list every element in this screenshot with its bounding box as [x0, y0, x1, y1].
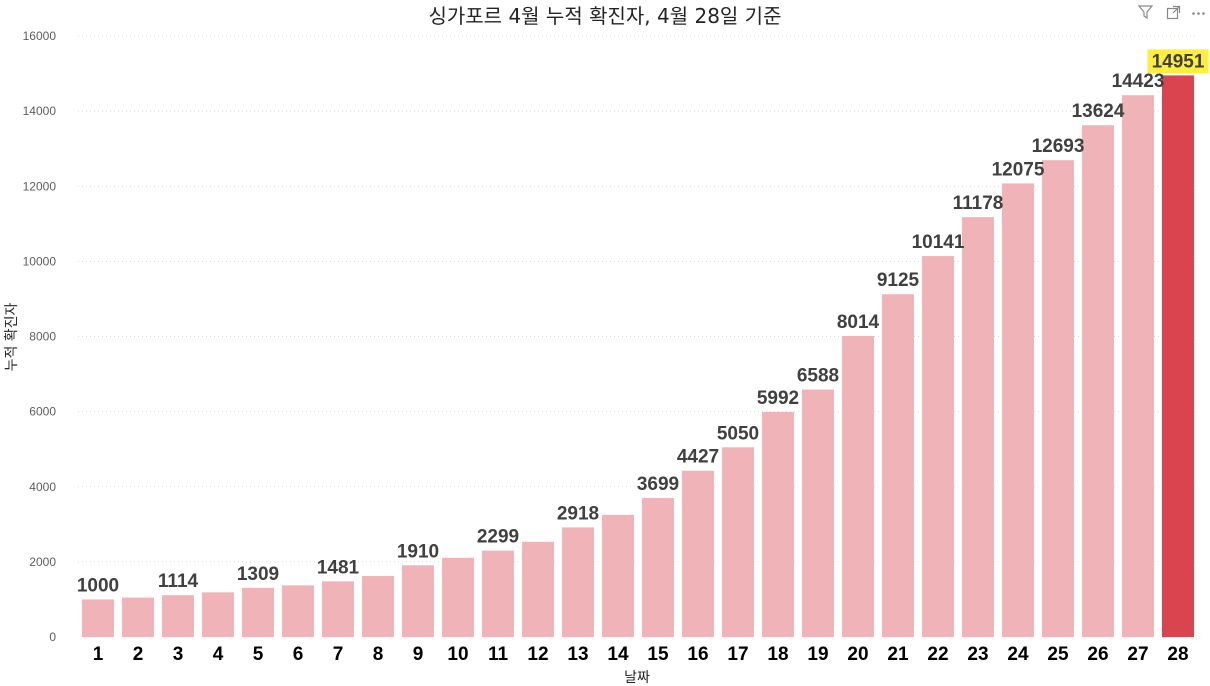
x-tick-label: 10	[447, 644, 468, 665]
gridlines	[78, 35, 1198, 563]
data-label: 6588	[797, 366, 839, 387]
x-axis-title: 날짜	[624, 670, 650, 686]
data-label: 3699	[637, 474, 679, 495]
more-options-icon[interactable]	[1192, 12, 1205, 15]
bar[interactable]	[962, 217, 994, 637]
y-tick-label: 6000	[29, 405, 56, 419]
bar[interactable]	[202, 592, 234, 637]
x-tick-label: 11	[488, 644, 509, 665]
x-tick-label: 28	[1167, 644, 1188, 665]
x-axis: 1 2 3 4 5 6 7 8 9 10 11 12 13 14 15 16 17 18 19 20 21 22 23 24 2…	[93, 644, 1189, 665]
bar[interactable]	[162, 595, 194, 637]
chart-title: 싱가포르 4월 누적 확진자, 4월 28일 기준	[428, 4, 781, 28]
x-tick-label: 6	[293, 644, 304, 665]
data-label: 2918	[557, 503, 599, 524]
x-tick-label: 18	[767, 644, 788, 665]
x-tick-label: 22	[927, 644, 948, 665]
y-tick-label: 4000	[29, 480, 56, 494]
x-tick-label: 21	[887, 644, 909, 665]
x-tick-label: 12	[527, 644, 548, 665]
y-tick-label: 12000	[23, 179, 57, 193]
x-tick-label: 1	[93, 644, 104, 665]
bar[interactable]	[882, 294, 914, 637]
x-tick-label: 19	[807, 644, 828, 665]
x-tick-label: 27	[1127, 644, 1148, 665]
data-label: 1309	[237, 564, 279, 585]
bar[interactable]	[562, 527, 594, 637]
bar[interactable]	[362, 576, 394, 637]
x-tick-label: 15	[647, 644, 669, 665]
y-axis: 0 2000 4000 6000 8000 10000 12000 14000 16000	[23, 29, 57, 644]
x-tick-label: 14	[607, 644, 629, 665]
x-tick-label: 20	[847, 644, 868, 665]
filter-icon[interactable]	[1137, 5, 1154, 20]
x-tick-label: 13	[567, 644, 588, 665]
data-label: 14423	[1112, 71, 1165, 92]
x-tick-label: 9	[413, 644, 424, 665]
bar[interactable]	[602, 514, 634, 637]
x-tick-label: 3	[173, 644, 184, 665]
data-label: 9125	[877, 270, 920, 291]
y-tick-label: 14000	[23, 104, 57, 118]
bar[interactable]	[82, 599, 114, 637]
focus-mode-icon[interactable]	[1166, 5, 1181, 20]
bar[interactable]	[842, 335, 874, 637]
data-label: 5050	[717, 423, 759, 444]
data-label: 1481	[317, 557, 360, 578]
x-tick-label: 5	[253, 644, 264, 665]
y-tick-label: 2000	[29, 555, 56, 569]
bar[interactable]	[802, 389, 834, 637]
data-label: 12693	[1032, 136, 1085, 157]
x-tick-label: 7	[333, 644, 344, 665]
bar[interactable]	[682, 470, 714, 637]
x-tick-label: 16	[687, 644, 708, 665]
bar[interactable]	[402, 565, 434, 637]
bar[interactable]	[322, 581, 354, 637]
data-label: 11178	[953, 193, 1004, 214]
x-tick-label: 25	[1047, 644, 1069, 665]
highlight-label-background	[1147, 49, 1209, 74]
data-label: 13624	[1072, 101, 1125, 122]
bar[interactable]	[642, 498, 674, 637]
x-tick-label: 23	[967, 644, 988, 665]
data-label: 4427	[677, 447, 719, 468]
bar[interactable]	[1122, 95, 1154, 638]
bar[interactable]	[762, 411, 794, 637]
bar[interactable]	[922, 256, 954, 637]
y-tick-label: 16000	[23, 29, 57, 43]
x-tick-label: 24	[1007, 644, 1029, 665]
data-label: 8014	[837, 312, 880, 333]
data-label: 2299	[477, 527, 519, 548]
data-label: 10141	[912, 232, 965, 253]
y-tick-label: 8000	[29, 330, 56, 344]
bar[interactable]	[1082, 125, 1114, 637]
bar[interactable]	[282, 585, 314, 637]
bar[interactable]	[1042, 160, 1074, 637]
data-label: 1000	[77, 575, 119, 596]
x-tick-label: 8	[373, 644, 384, 665]
bar[interactable]	[122, 597, 154, 637]
data-label: 12075	[992, 159, 1045, 180]
bar[interactable]	[1002, 183, 1034, 637]
data-label: 1910	[397, 541, 439, 562]
y-axis-title: 누적 확진자	[4, 302, 20, 371]
bar[interactable]	[242, 587, 274, 637]
data-label: 14951	[1152, 51, 1205, 72]
data-label: 5992	[757, 388, 799, 409]
bar[interactable]	[1162, 75, 1194, 637]
bars	[82, 75, 1194, 638]
bar[interactable]	[722, 447, 754, 637]
data-label: 1114	[158, 571, 199, 592]
bar[interactable]	[442, 557, 474, 637]
y-tick-label: 10000	[23, 254, 57, 268]
bar[interactable]	[522, 541, 554, 637]
bar[interactable]	[482, 550, 514, 637]
x-tick-label: 4	[213, 644, 224, 665]
x-tick-label: 17	[727, 644, 748, 665]
x-tick-label: 26	[1087, 644, 1108, 665]
x-tick-label: 2	[133, 644, 144, 665]
y-tick-label: 0	[49, 630, 56, 644]
data-labels: 1000 1114 1309 1481 1910 2299 2918 3699 4427 5050…	[77, 49, 1209, 596]
